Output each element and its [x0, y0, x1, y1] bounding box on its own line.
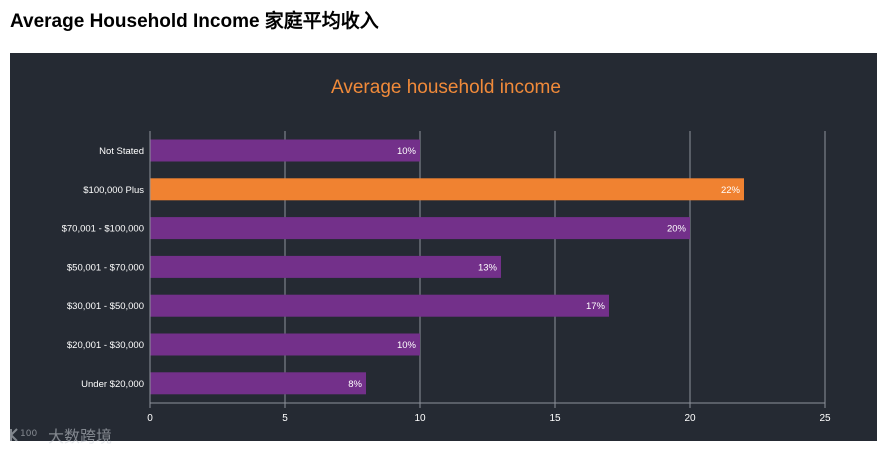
bar-value-label: 17% [586, 301, 606, 312]
bar-value-label: 13% [478, 262, 498, 273]
x-tick-label: 10 [414, 413, 426, 424]
bar-value-label: 22% [721, 185, 741, 196]
category-label: Under $20,000 [81, 379, 144, 390]
watermark-text: 大数跨境 [48, 427, 113, 446]
category-label: $100,000 Plus [83, 185, 144, 196]
axes: 0 5 10 15 20 25 Not Stated $100,000 Plus $70,001… [62, 131, 831, 424]
x-tick-label: 5 [282, 413, 288, 424]
watermark: 100 大数跨境 [8, 422, 112, 448]
category-label: $70,001 - $100,000 [62, 224, 144, 235]
bar [150, 294, 609, 317]
bar-value-label: 20% [667, 224, 687, 235]
bar [150, 178, 744, 201]
page-heading: Average Household Income 家庭平均收入 [10, 11, 379, 32]
chart-title: Average household income [331, 77, 561, 98]
watermark-logo-text: 100 [20, 429, 37, 439]
category-label: Not Stated [99, 146, 144, 157]
x-tick-label: 25 [819, 413, 831, 424]
bar-value-label: 10% [397, 340, 417, 351]
bar-value-label: 8% [348, 379, 362, 390]
x-tick-label: 0 [147, 413, 153, 424]
chart-svg: Average household income 10% 22% 20% 13% 17%… [62, 77, 831, 424]
bar [150, 139, 420, 162]
category-label: $20,001 - $30,000 [67, 340, 144, 351]
bar [150, 372, 366, 395]
chart-panel: Average household income 10% 22% 20% 13% 17%… [10, 53, 877, 441]
category-label: $50,001 - $70,000 [67, 262, 144, 273]
watermark-logo-icon: 100 [10, 428, 37, 442]
bars: 10% 22% 20% 13% 17% 10% 8% [150, 139, 744, 395]
bar [150, 333, 420, 356]
x-tick-label: 15 [549, 413, 561, 424]
bar-value-label: 10% [397, 146, 417, 157]
category-label: $30,001 - $50,000 [67, 301, 144, 312]
bar [150, 217, 690, 240]
x-tick-label: 20 [684, 413, 696, 424]
bar [150, 255, 501, 278]
